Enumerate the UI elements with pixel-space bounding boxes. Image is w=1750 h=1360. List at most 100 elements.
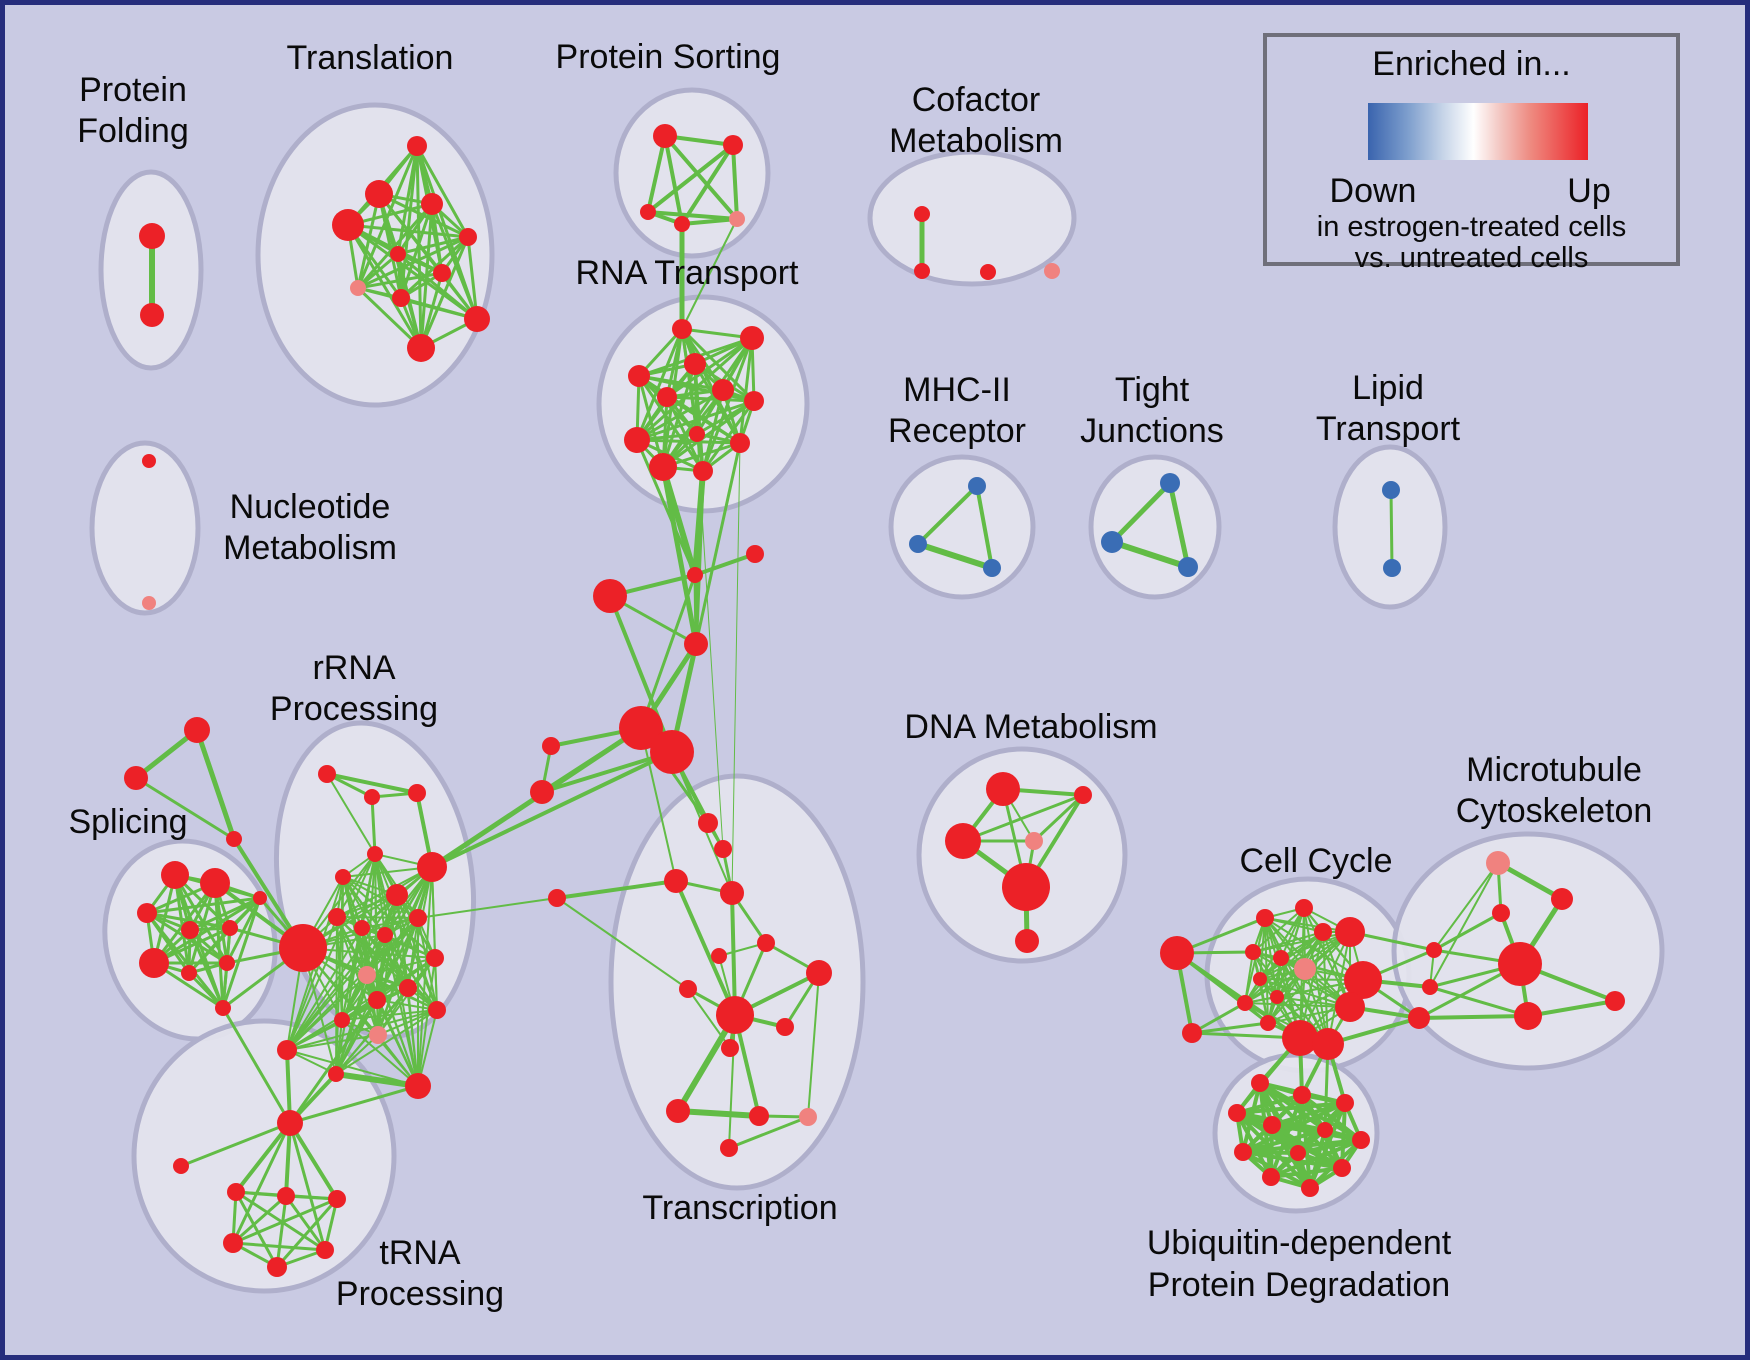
gene-set-node-mtp[interactable] [1486,851,1510,875]
gene-set-node-rr17[interactable] [334,1012,350,1028]
gene-set-node-rr10[interactable] [377,927,393,943]
gene-set-node-sp9[interactable] [253,891,267,905]
gene-set-node-cm1[interactable] [914,206,930,222]
gene-set-node-rr13[interactable] [399,979,417,997]
gene-set-node-ub1[interactable] [1251,1074,1269,1092]
gene-set-node-rt11[interactable] [649,453,677,481]
gene-set-node-ch4[interactable] [684,632,708,656]
gene-set-node-cc11[interactable] [1335,992,1365,1022]
gene-set-node-ub10[interactable] [1333,1159,1351,1177]
gene-set-node-cc7[interactable] [1253,972,1267,986]
gene-set-node-pf2[interactable] [140,303,164,327]
gene-set-node-rr6[interactable] [417,852,447,882]
gene-set-node-rt2[interactable] [740,326,764,350]
gene-set-node-dm5[interactable] [1002,863,1050,911]
gene-set-node-ccl[interactable] [1160,936,1194,970]
gene-set-node-pf1[interactable] [139,223,165,249]
gene-set-node-tx9[interactable] [776,1018,794,1036]
gene-set-node-rt4[interactable] [628,365,650,387]
gene-set-node-ch2[interactable] [746,545,764,563]
gene-set-node-tx11[interactable] [666,1099,690,1123]
gene-set-node-rr9[interactable] [354,920,370,936]
gene-set-node-lt2[interactable] [1383,559,1401,577]
gene-set-node-tx13[interactable] [799,1108,817,1126]
gene-set-node-ch1[interactable] [687,567,703,583]
gene-set-node-hub[interactable] [279,924,327,972]
gene-set-node-mtb[interactable] [1498,942,1542,986]
gene-set-node-tj3[interactable] [1178,557,1198,577]
gene-set-node-tx14[interactable] [720,1139,738,1157]
gene-set-node-cc3[interactable] [1314,923,1332,941]
gene-set-node-sp6[interactable] [139,948,169,978]
gene-set-node-ch5[interactable] [619,706,663,750]
gene-set-node-cc12[interactable] [1260,1015,1276,1031]
gene-set-node-rr1[interactable] [318,765,336,783]
gene-set-node-mh3[interactable] [983,559,1001,577]
gene-set-node-cc10[interactable] [1270,990,1284,1004]
gene-set-node-cc9[interactable] [1237,995,1253,1011]
gene-set-node-tx6[interactable] [757,934,775,952]
gene-set-node-ub4[interactable] [1228,1104,1246,1122]
gene-set-node-mh1[interactable] [968,477,986,495]
gene-set-node-p1[interactable] [227,1183,245,1201]
gene-set-node-p4[interactable] [223,1233,243,1253]
gene-set-node-dm2[interactable] [1074,786,1092,804]
gene-set-node-t11[interactable] [407,334,435,362]
gene-set-node-p2[interactable] [277,1187,295,1205]
gene-set-node-ps4[interactable] [674,216,690,232]
gene-set-node-mt5[interactable] [1605,991,1625,1011]
gene-set-node-t4[interactable] [332,209,364,241]
gene-set-node-txb[interactable] [716,996,754,1034]
gene-set-node-rr14[interactable] [426,949,444,967]
gene-set-node-ub6[interactable] [1317,1122,1333,1138]
gene-set-node-rr4[interactable] [367,846,383,862]
gene-set-node-nm2[interactable] [142,596,156,610]
gene-set-node-tnb[interactable] [328,1066,344,1082]
gene-set-node-dm1[interactable] [986,772,1020,806]
gene-set-node-cw1[interactable] [1282,1020,1318,1056]
gene-set-node-st2[interactable] [124,766,148,790]
gene-set-node-tnp[interactable] [369,1026,387,1044]
gene-set-node-tx4[interactable] [720,881,744,905]
gene-set-node-t1[interactable] [407,136,427,156]
gene-set-node-ps2[interactable] [723,135,743,155]
gene-set-node-rr16[interactable] [428,1001,446,1019]
gene-set-node-rt12[interactable] [693,461,713,481]
gene-set-node-tx2[interactable] [714,840,732,858]
gene-set-node-clb[interactable] [1182,1023,1202,1043]
gene-set-node-cc1[interactable] [1256,909,1274,927]
gene-set-node-sp3[interactable] [137,903,157,923]
gene-set-node-t7[interactable] [433,264,451,282]
gene-set-node-mt1[interactable] [1551,888,1573,910]
gene-set-node-ov3[interactable] [1408,1007,1430,1029]
gene-set-node-ch9[interactable] [548,889,566,907]
gene-set-node-rr7[interactable] [386,884,408,906]
gene-set-node-rr11[interactable] [409,909,427,927]
gene-set-node-rt9[interactable] [624,427,650,453]
gene-set-node-cm2[interactable] [914,263,930,279]
gene-set-node-ch8[interactable] [530,780,554,804]
gene-set-node-ch3[interactable] [593,579,627,613]
gene-set-node-tx8[interactable] [679,980,697,998]
gene-set-node-rt3[interactable] [684,353,706,375]
gene-set-node-tx1[interactable] [698,813,718,833]
gene-set-node-rr2[interactable] [364,789,380,805]
gene-set-node-sp5[interactable] [222,920,238,936]
gene-set-node-st1[interactable] [184,717,210,743]
gene-set-node-tna[interactable] [277,1040,297,1060]
gene-set-node-ub12[interactable] [1301,1179,1319,1197]
gene-set-node-dm6[interactable] [1015,929,1039,953]
gene-set-node-ub5[interactable] [1263,1116,1281,1134]
gene-set-node-rt6[interactable] [712,379,734,401]
gene-set-node-cc6[interactable] [1273,950,1289,966]
gene-set-node-nm1[interactable] [142,454,156,468]
gene-set-node-ub8[interactable] [1234,1143,1252,1161]
gene-set-node-dm4[interactable] [1025,832,1043,850]
gene-set-node-ub2[interactable] [1293,1086,1311,1104]
gene-set-node-rt7[interactable] [744,391,764,411]
gene-set-node-cw2[interactable] [1312,1028,1344,1060]
gene-set-node-ov2[interactable] [1422,979,1438,995]
gene-set-node-ps3[interactable] [640,204,656,220]
gene-set-node-t9[interactable] [392,289,410,307]
gene-set-node-tx12[interactable] [749,1106,769,1126]
